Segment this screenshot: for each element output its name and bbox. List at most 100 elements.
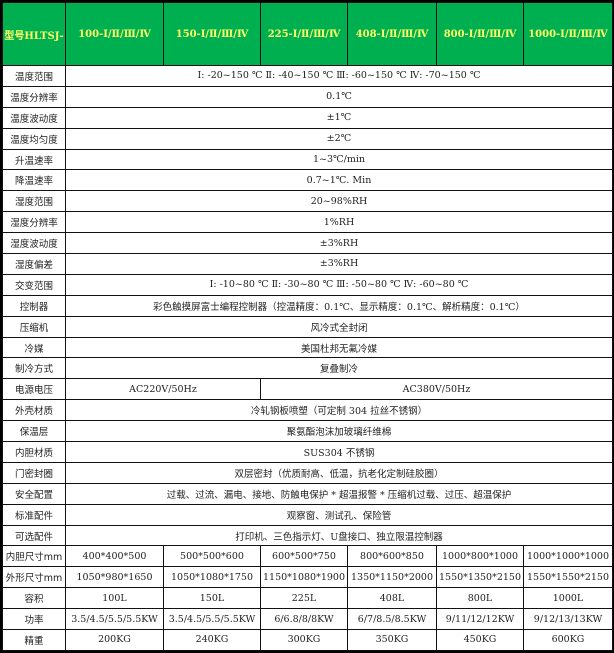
table-row: 湿度偏差 ±3%RH	[2, 253, 613, 275]
row-value: ±1℃	[65, 106, 613, 129]
spec-value: 800*600*850	[347, 545, 437, 568]
spec-value: 150L	[163, 587, 261, 610]
table-row: 降温速率 0.7~1℃. Min	[2, 169, 613, 192]
spec-value: 1050*1080*1750	[163, 566, 261, 589]
model-header: 100-Ⅰ/Ⅱ/Ⅲ/Ⅳ	[65, 2, 164, 66]
row-value: 聚氨酯泡沫加玻璃纤维棉	[65, 420, 613, 443]
row-value: 风冷式全封闭	[65, 315, 613, 338]
spec-value: 408L	[347, 587, 437, 610]
row-label: 容积	[2, 587, 66, 610]
spec-value: 100L	[65, 587, 164, 610]
row-label: 湿度波动度	[2, 232, 66, 255]
row-label: 温度分辨率	[2, 85, 66, 108]
spec-value: 225L	[260, 587, 348, 610]
model-header: 800-Ⅰ/Ⅱ/Ⅲ/Ⅳ	[436, 2, 524, 66]
table-row: 温度分辨率 0.1℃	[2, 85, 613, 108]
table-row: 门密封圈 双层密封（优质耐高、低温，抗老化定制硅胶圈）	[2, 461, 613, 484]
row-value: 打印机、三色指示灯、U盘接口、独立限温控制器	[65, 524, 613, 547]
table-row: 外壳材质 冷轧钢板喷塑（可定制 304 拉丝不锈钢）	[2, 399, 613, 422]
table-row: 冷媒 美国杜邦无氟冷媒	[2, 336, 613, 359]
row-value: 美国杜邦无氟冷媒	[65, 336, 613, 359]
table-row: 制冷方式 复叠制冷	[2, 357, 613, 380]
table-row: 升温速率 1~3℃/min	[2, 148, 613, 171]
row-value: 过载、过流、漏电、接地、防触电保护 * 超温报警 * 压缩机过载、过压、超温保护	[65, 482, 613, 505]
row-value: 彩色触摸屏富士编程控制器（控温精度：0.1℃、显示精度：0.1℃、解析精度：0.…	[65, 294, 613, 317]
row-value: Ⅰ: -20~150 ℃ Ⅱ: -40~150 ℃ Ⅲ: -60~150 ℃ Ⅳ…	[65, 65, 613, 87]
row-label: 精重	[2, 629, 66, 651]
model-header: 408-Ⅰ/Ⅱ/Ⅲ/Ⅳ	[347, 2, 437, 66]
spec-value: 600KG	[523, 629, 613, 651]
table-row: 温度均匀度 ±2℃	[2, 127, 613, 150]
table-row: 电源电压 AC220V/50Hz AC380V/50Hz	[2, 378, 613, 401]
row-label: 外壳材质	[2, 399, 66, 422]
model-label: 型号HLTSJ-	[2, 2, 66, 66]
spec-value: 1050*980*1650	[65, 566, 164, 589]
spec-value: 300KG	[260, 629, 348, 651]
row-value: 1%RH	[65, 211, 613, 234]
row-value: 观察窗、测试孔、保险管	[65, 503, 613, 526]
table-row: 压缩机 风冷式全封闭	[2, 315, 613, 338]
table-row: 湿度波动度 ±3%RH	[2, 232, 613, 255]
row-label: 安全配置	[2, 482, 66, 505]
spec-value: 1000L	[523, 587, 613, 610]
row-label: 交变范围	[2, 273, 66, 296]
spec-value: 1000*1000*1000	[523, 545, 613, 568]
table-row: 湿度范围 20~98%RH	[2, 190, 613, 213]
row-label: 制冷方式	[2, 357, 66, 380]
row-value: 冷轧钢板喷塑（可定制 304 拉丝不锈钢）	[65, 399, 613, 422]
row-label: 内胆尺寸mm	[2, 545, 66, 568]
row-label: 功率	[2, 608, 66, 631]
table-row: 湿度分辨率 1%RH	[2, 211, 613, 234]
table-row: 交变范围 Ⅰ: -10~80 ℃ Ⅱ: -30~80 ℃ Ⅲ: -50~80 ℃ …	[2, 273, 613, 296]
row-value: SUS304 不锈钢	[65, 441, 613, 463]
table-row: 安全配置 过载、过流、漏电、接地、防触电保护 * 超温报警 * 压缩机过载、过压、…	[2, 482, 613, 505]
spec-value: 1150*1080*1900	[260, 566, 348, 589]
model-header: 225-Ⅰ/Ⅱ/Ⅲ/Ⅳ	[260, 2, 348, 66]
table-row: 控制器 彩色触摸屏富士编程控制器（控温精度：0.1℃、显示精度：0.1℃、解析精度…	[2, 294, 613, 317]
table-row: 内胆材质 SUS304 不锈钢	[2, 441, 613, 463]
row-label: 内胆材质	[2, 441, 66, 463]
row-value: 双层密封（优质耐高、低温，抗老化定制硅胶圈）	[65, 461, 613, 484]
spec-value: 400*400*500	[65, 545, 164, 568]
table-row: 外形尺寸mm 1050*980*1650 1050*1080*1750 1150*10…	[2, 566, 613, 589]
row-label: 温度波动度	[2, 106, 66, 129]
spec-value: 9/11/12/12KW	[436, 608, 524, 631]
row-label: 可选配件	[2, 524, 66, 547]
row-value: 20~98%RH	[65, 190, 613, 213]
spec-value: 500*500*600	[163, 545, 261, 568]
row-label: 升温速率	[2, 148, 66, 171]
model-header: 1000-Ⅰ/Ⅱ/Ⅲ/Ⅳ	[523, 2, 613, 66]
row-label: 电源电压	[2, 378, 66, 401]
row-label: 控制器	[2, 294, 66, 317]
spec-value: 350KG	[347, 629, 437, 651]
row-value: 0.7~1℃. Min	[65, 169, 613, 192]
spec-value: 1550*1350*2150	[436, 566, 524, 589]
header-row: 型号HLTSJ- 100-Ⅰ/Ⅱ/Ⅲ/Ⅳ 150-Ⅰ/Ⅱ/Ⅲ/Ⅳ 225-Ⅰ/Ⅱ/Ⅲ…	[2, 2, 613, 66]
spec-value: 6/6.8/8/8KW	[260, 608, 348, 631]
table-row: 精重 200KG 240KG 300KG 350KG 450KG 600KG	[2, 629, 613, 651]
row-value: Ⅰ: -10~80 ℃ Ⅱ: -30~80 ℃ Ⅲ: -50~80 ℃ Ⅳ: -…	[65, 273, 613, 296]
row-value: ±3%RH	[65, 232, 613, 255]
row-label: 湿度范围	[2, 190, 66, 213]
row-label: 湿度分辨率	[2, 211, 66, 234]
row-label: 湿度偏差	[2, 253, 66, 275]
table-row: 标准配件 观察窗、测试孔、保险管	[2, 503, 613, 526]
table-row: 功率 3.5/4.5/5.5/5.5KW 3.5/4.5/5.5/5.5KW 6/6.…	[2, 608, 613, 631]
table-row: 可选配件 打印机、三色指示灯、U盘接口、独立限温控制器	[2, 524, 613, 547]
spec-value: 3.5/4.5/5.5/5.5KW	[163, 608, 261, 631]
row-label: 门密封圈	[2, 461, 66, 484]
table-row: 温度范围 Ⅰ: -20~150 ℃ Ⅱ: -40~150 ℃ Ⅲ: -60~150…	[2, 65, 613, 87]
row-label: 外形尺寸mm	[2, 566, 66, 589]
table-row: 内胆尺寸mm 400*400*500 500*500*600 600*500*750 8…	[2, 545, 613, 568]
spec-value: 800L	[436, 587, 524, 610]
power-small-models: AC220V/50Hz	[65, 378, 261, 401]
row-label: 保温层	[2, 420, 66, 443]
row-value: 0.1℃	[65, 85, 613, 108]
spec-value: 3.5/4.5/5.5/5.5KW	[65, 608, 164, 631]
table-row: 温度波动度 ±1℃	[2, 106, 613, 129]
spec-value: 240KG	[163, 629, 261, 651]
row-label: 温度均匀度	[2, 127, 66, 150]
row-label: 标准配件	[2, 503, 66, 526]
spec-value: 200KG	[65, 629, 164, 651]
